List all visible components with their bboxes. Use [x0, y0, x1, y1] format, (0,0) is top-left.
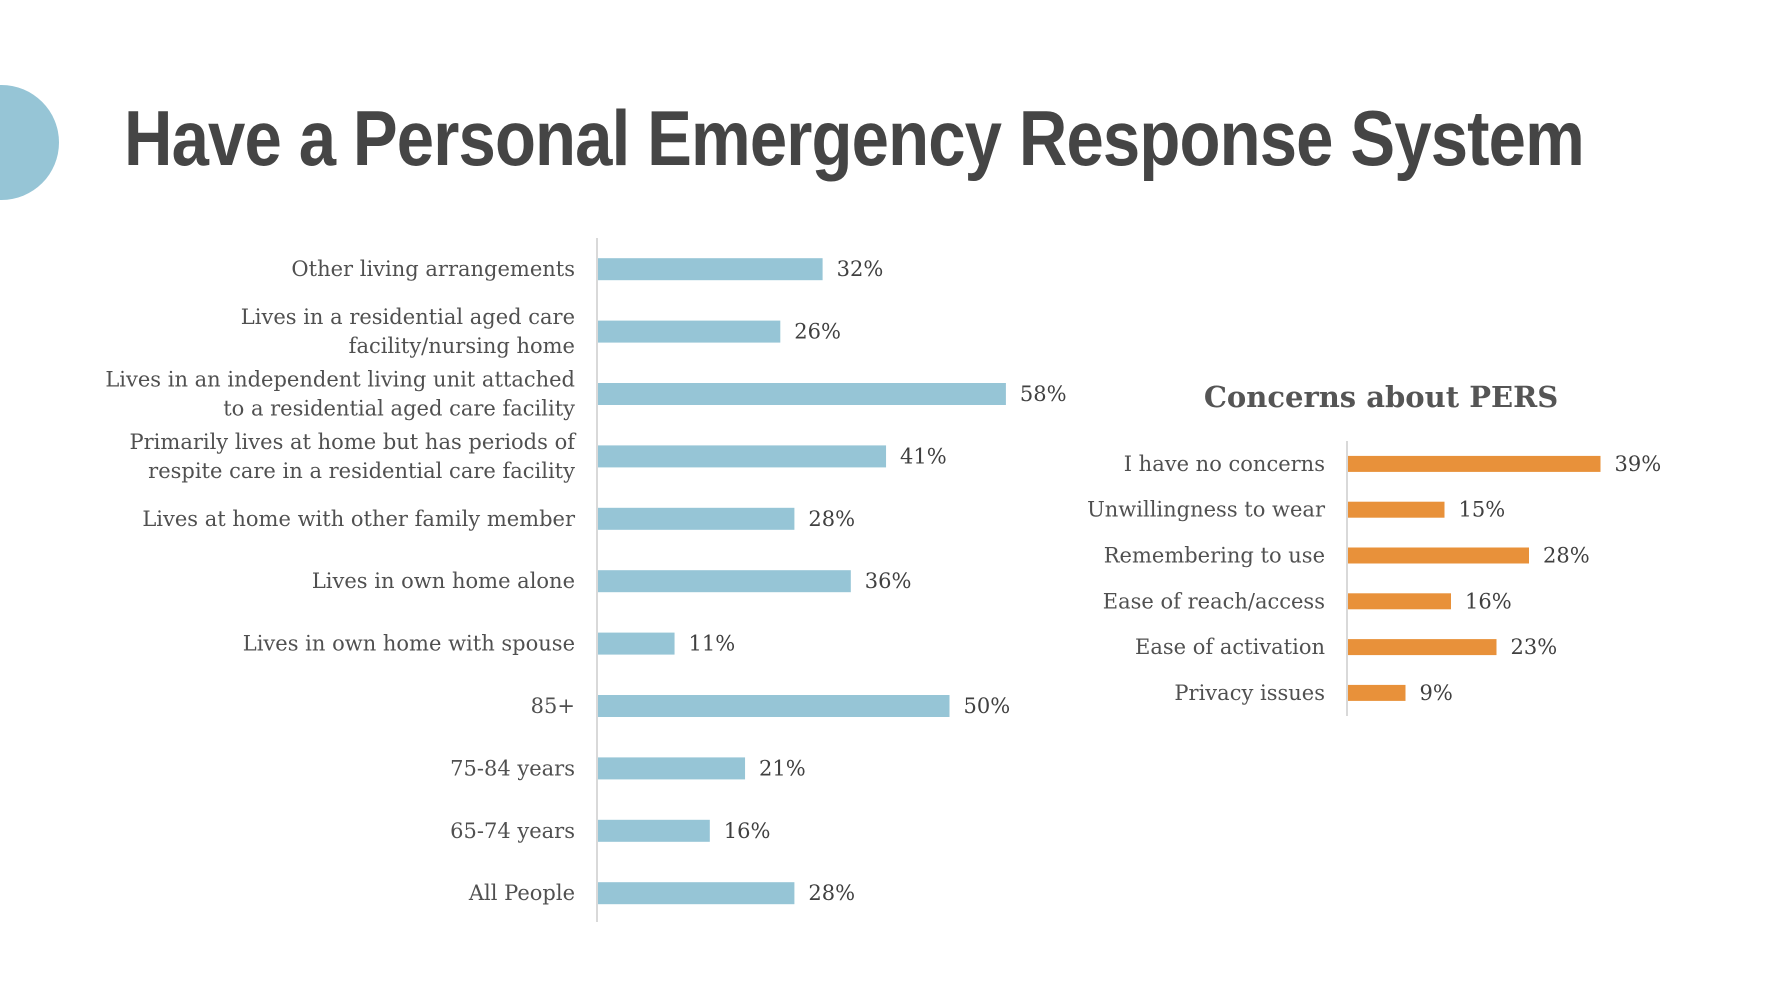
living-category-label: to a residential aged care facility [223, 397, 575, 421]
living-value-label: 26% [794, 320, 841, 344]
concern-bar-privacy-issues [1347, 684, 1406, 701]
living-category-label: Lives in own home alone [312, 569, 575, 593]
concern-value-label: 15% [1459, 498, 1506, 522]
living-bar-primarily-lives-at-home-but-has-periods-of-respite-care-in-a-residential-care-facility [597, 445, 887, 468]
concern-value-label: 9% [1420, 681, 1453, 705]
living-value-label: 41% [900, 444, 947, 468]
concern-value-label: 23% [1511, 635, 1558, 659]
living-bar-all-people [597, 882, 795, 905]
chart-title: Concerns about PERS [1204, 380, 1558, 414]
living-category-label: Lives in an independent living unit atta… [105, 368, 575, 392]
concern-category-label: Ease of reach/access [1103, 589, 1325, 613]
living-value-label: 11% [689, 632, 736, 656]
living-category-label: Lives at home with other family member [142, 507, 576, 531]
living-category-label: Primarily lives at home but has periods … [130, 430, 578, 454]
concern-category-label: Ease of activation [1135, 635, 1325, 659]
living-value-label: 32% [837, 257, 884, 281]
concern-bar-ease-of-reach-access [1347, 593, 1451, 610]
living-value-label: 58% [1020, 382, 1067, 406]
living-category-label: Other living arrangements [291, 257, 575, 281]
living-bar-65-74-years [597, 819, 710, 842]
living-category-label: 85+ [531, 694, 575, 718]
page-title: Have a Personal Emergency Response Syste… [124, 94, 1585, 182]
concern-bar-remembering-to-use [1347, 547, 1529, 564]
living-bar-lives-in-a-residential-aged-care-facility-nursing-home [597, 320, 781, 343]
living-category-label: 75-84 years [450, 756, 575, 780]
living-value-label: 16% [724, 819, 771, 843]
living-bar-85 [597, 695, 950, 717]
living-arrangement-chart: 32% Other living arrangements 26% Lives in … [105, 238, 1067, 922]
living-bar-75-84-years [597, 757, 746, 780]
concern-category-label: I have no concerns [1124, 452, 1325, 476]
living-category-label: All People [468, 881, 575, 905]
concern-value-label: 39% [1615, 452, 1662, 476]
concerns-chart: Concerns about PERS 39% I have no concerns… [1087, 380, 1661, 716]
living-value-label: 50% [964, 694, 1011, 718]
living-category-label: Lives in own home with spouse [243, 632, 575, 656]
concern-value-label: 16% [1465, 589, 1512, 613]
living-bar-lives-at-home-with-other-family-member [597, 507, 795, 530]
living-value-label: 28% [808, 881, 855, 905]
living-category-label: facility/nursing home [349, 334, 575, 358]
concern-bar-i-have-no-concerns [1347, 455, 1601, 472]
living-bar-lives-in-an-independent-living-unit-attached-to-a-residential-aged-care-facility [597, 383, 1006, 405]
living-category-label: respite care in a residential care facil… [148, 459, 575, 483]
concern-category-label: Remembering to use [1104, 544, 1325, 568]
concern-bar-ease-of-activation [1347, 639, 1497, 656]
concern-bar-unwillingness-to-wear [1347, 501, 1445, 518]
living-value-label: 28% [808, 507, 855, 531]
living-bar-other-living-arrangements [597, 258, 823, 281]
concern-category-label: Privacy issues [1174, 681, 1325, 705]
living-bar-lives-in-own-home-with-spouse [597, 632, 675, 655]
living-value-label: 21% [759, 756, 806, 780]
living-category-label: 65-74 years [450, 819, 575, 843]
living-bar-lives-in-own-home-alone [597, 570, 851, 593]
concern-value-label: 28% [1543, 544, 1590, 568]
living-value-label: 36% [865, 569, 912, 593]
concern-category-label: Unwillingness to wear [1087, 498, 1326, 522]
living-category-label: Lives in a residential aged care [241, 305, 575, 329]
